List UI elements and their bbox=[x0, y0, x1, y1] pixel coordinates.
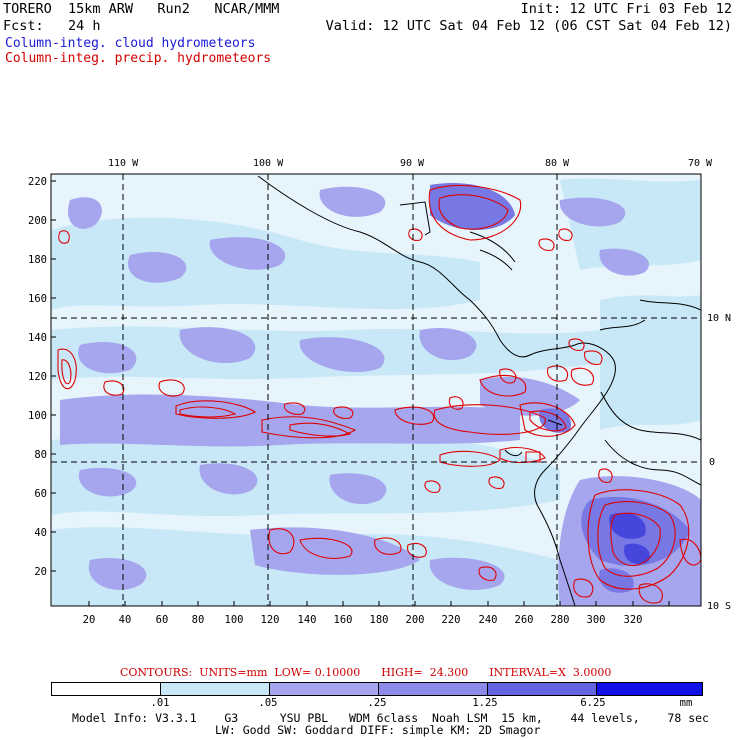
lon-label-110w: 110 W bbox=[108, 158, 139, 169]
grid-x-label: 200 bbox=[405, 614, 425, 626]
grid-y-label: 220 bbox=[28, 176, 47, 188]
header-title: TORERO 15km ARW Run2 NCAR/MMM bbox=[3, 1, 280, 17]
precip-contours bbox=[57, 184, 701, 604]
colorbar-units: mm bbox=[679, 697, 693, 709]
grid-y-label: 80 bbox=[34, 449, 47, 461]
colorbar-segment-3 bbox=[379, 683, 488, 695]
grid-x-label: 160 bbox=[333, 614, 353, 626]
grid-x-label: 60 bbox=[155, 614, 169, 626]
grid-y-label: 200 bbox=[28, 215, 47, 227]
colorbar-label: .25 bbox=[367, 697, 387, 709]
lat-label-10s: 10 S bbox=[707, 601, 732, 612]
colorbar bbox=[51, 682, 703, 696]
grid-x-label: 100 bbox=[224, 614, 244, 626]
lat-lon-grid bbox=[51, 174, 701, 606]
contours-info: CONTOURS: UNITS=mm LOW= 0.10000 HIGH= 24… bbox=[120, 666, 612, 679]
lon-label-70w: 70 W bbox=[688, 158, 713, 169]
colorbar-segment-2 bbox=[270, 683, 379, 695]
grid-x-label: 260 bbox=[514, 614, 534, 626]
lat-label-10n: 10 N bbox=[707, 313, 732, 324]
grid-y-label: 180 bbox=[28, 254, 47, 266]
grid-y-label: 20 bbox=[34, 566, 47, 578]
grid-y-label: 40 bbox=[34, 527, 47, 539]
grid-x-label: 180 bbox=[369, 614, 389, 626]
frame-ticks bbox=[51, 180, 670, 606]
colorbar-label: .01 bbox=[150, 697, 170, 709]
map-frame bbox=[50, 173, 702, 607]
grid-x-label: 220 bbox=[441, 614, 461, 626]
grid-x-label: 80 bbox=[191, 614, 205, 626]
grid-x-label: 320 bbox=[623, 614, 643, 626]
coastlines bbox=[257, 175, 701, 606]
footer-physics-info: LW: Godd SW: Goddard DIFF: simple KM: 2D… bbox=[215, 723, 541, 737]
grid-x-label: 300 bbox=[586, 614, 606, 626]
cloud-level-darkest-patches bbox=[609, 512, 650, 565]
cloud-level-dark-patches bbox=[430, 183, 690, 593]
colorbar-segment-1 bbox=[161, 683, 270, 695]
grid-x-label: 40 bbox=[118, 614, 132, 626]
header-init-time: Init: 12 UTC Fri 03 Feb 12 bbox=[520, 1, 732, 17]
grid-y-label: 120 bbox=[28, 371, 47, 383]
colorbar-label: .05 bbox=[258, 697, 278, 709]
grid-x-label: 240 bbox=[478, 614, 498, 626]
legend-cloud-label: Column-integ. cloud hydrometeors bbox=[5, 36, 256, 51]
footer-model-info: Model Info: V3.3.1 G3 YSU PBL WDM 6class… bbox=[72, 711, 709, 725]
colorbar-label: 1.25 bbox=[472, 697, 498, 709]
grid-y-label: 60 bbox=[34, 488, 47, 500]
lon-label-100w: 100 W bbox=[253, 158, 284, 169]
colorbar-segment-5 bbox=[597, 683, 702, 695]
legend-precip-label: Column-integ. precip. hydrometeors bbox=[5, 51, 272, 66]
header-valid-time: Valid: 12 UTC Sat 04 Feb 12 (06 CST Sat … bbox=[325, 18, 732, 34]
grid-y-label: 100 bbox=[28, 410, 47, 422]
grid-x-label: 120 bbox=[260, 614, 280, 626]
lat-label-0: 0 bbox=[709, 457, 716, 468]
colorbar-segment-0 bbox=[52, 683, 161, 695]
lon-label-90w: 90 W bbox=[400, 158, 425, 169]
grid-y-label: 140 bbox=[28, 332, 47, 344]
header-forecast-hour: Fcst: 24 h bbox=[3, 18, 101, 34]
grid-x-label: 140 bbox=[297, 614, 317, 626]
grid-x-label: 280 bbox=[550, 614, 570, 626]
grid-x-label: 20 bbox=[82, 614, 96, 626]
lon-label-80w: 80 W bbox=[545, 158, 570, 169]
colorbar-segment-4 bbox=[488, 683, 597, 695]
grid-y-label: 160 bbox=[28, 293, 47, 305]
colorbar-label: 6.25 bbox=[580, 697, 606, 709]
